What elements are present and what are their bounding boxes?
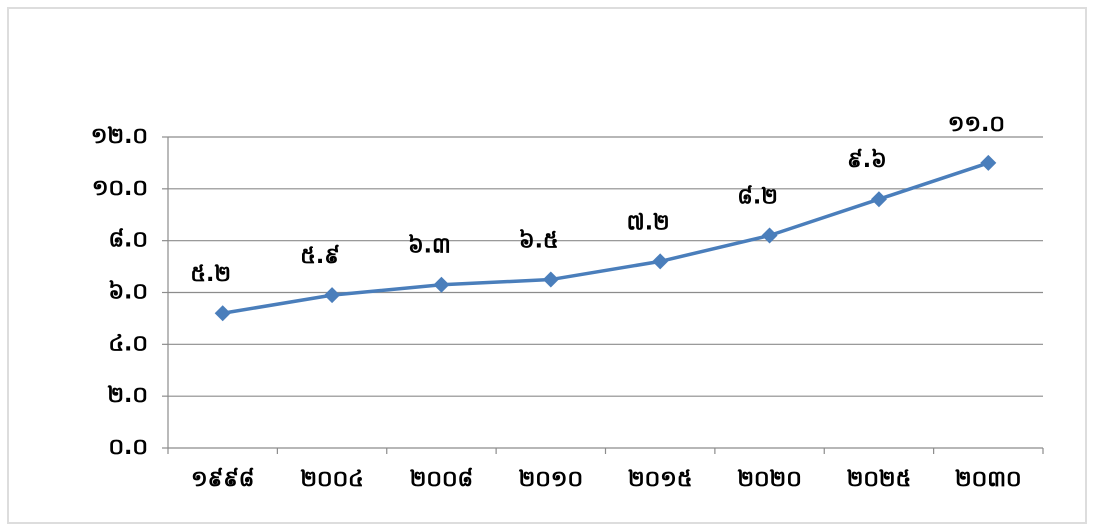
data-label: ៨.២	[737, 184, 778, 209]
x-tick-label: ២០០៨	[410, 467, 473, 492]
y-tick-label: ០.០	[108, 435, 148, 460]
x-tick-label: ២០៣០	[955, 467, 1022, 492]
data-label: ៦.៥	[519, 229, 559, 254]
data-point	[542, 271, 559, 288]
y-tick-label: ៨.០	[108, 228, 148, 253]
data-label: ៦.៣	[408, 234, 451, 259]
data-point	[324, 287, 341, 304]
y-tick-label: ១០.០	[92, 176, 148, 201]
y-tick-label: ១២.០	[91, 124, 148, 149]
chart-frame	[7, 7, 1087, 524]
y-tick-label: ៦.០	[108, 280, 148, 305]
data-label: ៥.៩	[300, 244, 340, 269]
x-tick-label: ២០១៥	[628, 467, 692, 492]
data-point	[761, 227, 778, 244]
data-point	[652, 253, 669, 270]
data-point	[214, 305, 231, 322]
data-point	[980, 154, 997, 171]
data-point	[433, 276, 450, 293]
x-tick-label: ២០០៤	[300, 467, 363, 492]
x-tick-label: ២០២៥	[847, 467, 911, 492]
data-label: ៩.៦	[847, 148, 887, 173]
x-tick-label: ១៩៩៨	[191, 467, 254, 492]
data-label: ៥.២	[190, 262, 231, 287]
data-label: ១១.០	[948, 112, 1005, 137]
x-tick-label: ២០២០	[737, 467, 801, 492]
x-tick-label: ២០១០	[519, 467, 583, 492]
y-tick-label: ២.០	[107, 383, 148, 408]
data-point	[870, 191, 887, 208]
y-tick-label: ៤.០	[108, 331, 148, 356]
data-label: ៧.២	[627, 210, 670, 235]
series-line	[222, 161, 989, 315]
